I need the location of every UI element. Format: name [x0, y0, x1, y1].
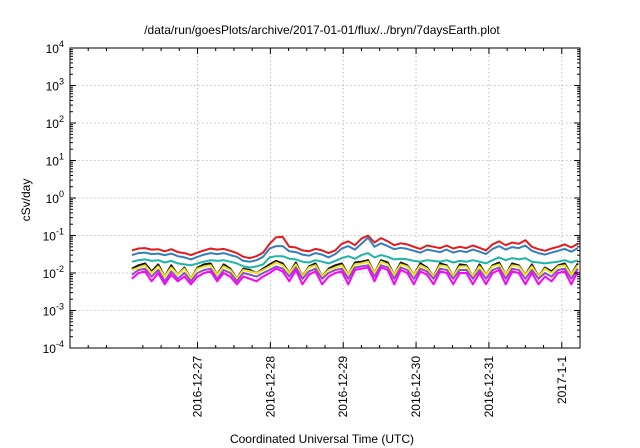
series-line-5 [131, 260, 579, 280]
y-tick-label: 10-2 [43, 264, 64, 281]
series-line-1 [131, 234, 579, 260]
tick-layer: 10-4 10-3 10-2 10-1 100 101 102 103 104 2016-12-2… [43, 39, 581, 418]
series-line-6 [131, 264, 579, 283]
x-tick-label: 2016-12-30 [409, 356, 423, 418]
series-layer [131, 234, 579, 286]
x-tick-label: 2016-12-31 [482, 356, 496, 418]
y-tick-label: 100 [46, 189, 64, 206]
y-tick-label: 10-3 [43, 302, 64, 319]
y-tick-label: 104 [46, 39, 64, 56]
y-tick-label: 102 [46, 114, 64, 131]
series-line-2 [131, 236, 579, 263]
x-tick-label: 2016-12-28 [263, 356, 277, 418]
chart-title: /data/run/goesPlots/archive/2017-01-01/f… [144, 23, 500, 37]
y-tick-label: 101 [46, 152, 64, 169]
y-tick-label: 10-4 [43, 339, 64, 356]
x-tick-label: 2016-12-27 [191, 356, 205, 418]
grid [70, 48, 580, 348]
x-axis-label: Coordinated Universal Time (UTC) [230, 432, 414, 446]
x-tick-label: 2017-1-1 [555, 356, 569, 404]
series-line-3 [131, 252, 579, 269]
series-line-7 [131, 266, 579, 286]
y-axis-label: cSv/day [19, 179, 33, 222]
y-tick-label: 10-1 [43, 227, 64, 244]
x-tick-label: 2016-12-29 [336, 356, 350, 418]
y-tick-label: 103 [46, 77, 64, 94]
